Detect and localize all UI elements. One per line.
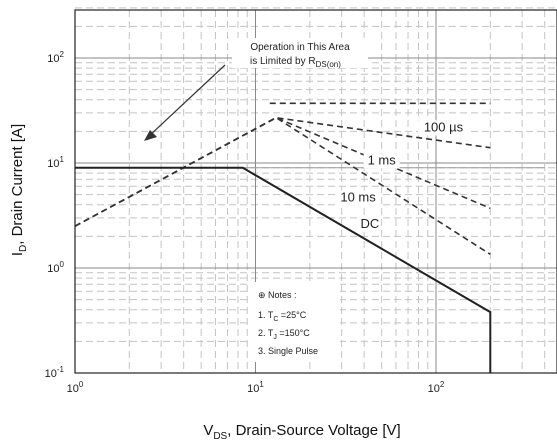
annotation-line-1: Operation in This Area: [250, 42, 350, 53]
series-1-ms: [74, 116, 491, 227]
series-100-s: [74, 116, 491, 227]
y-axis-title: ID, Drain Current [A]: [9, 124, 29, 256]
y-tick-label: 102: [47, 50, 64, 65]
annotation-line-2: is Limited by RDS(on): [250, 56, 341, 69]
x-tick-label: 102: [428, 380, 445, 395]
rdson-annotation: Operation in This Area is Limited by RDS…: [144, 38, 368, 141]
curve-label: 1 ms: [368, 152, 397, 167]
note-item: 3. Single Pulse: [258, 346, 318, 356]
x-axis-title: VDS, Drain-Source Voltage [V]: [203, 422, 400, 442]
y-tick-label: 10-1: [45, 365, 65, 380]
x-tick-label: 100: [67, 380, 84, 395]
notes-title: ⊕ Notes :: [258, 290, 297, 300]
curve-label-bg: [417, 120, 469, 136]
x-tick-label: 101: [247, 380, 264, 395]
notes-box: ⊕ Notes : 1. TC =25°C 2. TJ =150°C 3. Sing…: [250, 282, 340, 362]
curve-label-bg: [363, 153, 400, 169]
grid: [75, 7, 557, 373]
annotation-arrow: [147, 64, 226, 138]
annotation-arrowhead: [144, 130, 157, 141]
y-tick-label: 101: [47, 155, 64, 170]
x-tick-labels: 100 101 102: [67, 380, 445, 395]
curve-label: DC: [360, 216, 379, 231]
curve-labels: 100 µs 1 ms 10 ms DC: [336, 119, 469, 233]
series-dc: [75, 166, 492, 373]
curve-label: 10 ms: [340, 189, 376, 204]
curve-label-bg: [336, 190, 380, 206]
curve-label-bg: [359, 217, 381, 233]
note-item: 2. TJ =150°C: [258, 328, 310, 341]
plot-frame: [74, 9, 557, 374]
y-tick-label: 100: [47, 260, 64, 275]
curve-label: 100 µs: [424, 119, 464, 134]
note-item: 1. TC =25°C: [258, 310, 307, 323]
series-layer: [74, 102, 492, 373]
y-tick-labels: 10-1 100 101 102: [45, 50, 65, 380]
